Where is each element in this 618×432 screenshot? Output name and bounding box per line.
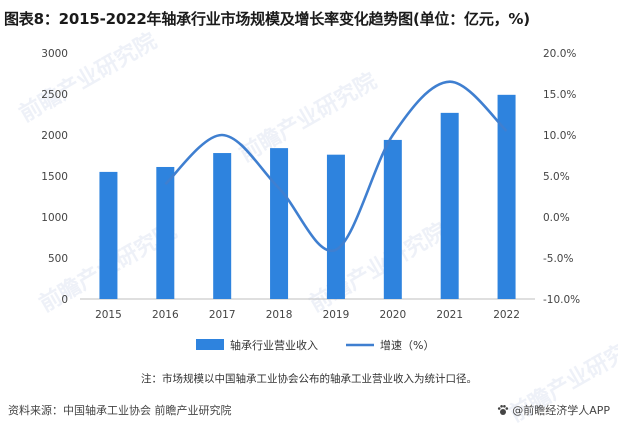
legend-bar-swatch: [196, 339, 224, 350]
y-left-tick-label: 0: [61, 294, 68, 306]
y-right-tick-label: -10.0%: [543, 294, 580, 306]
growth-line: [164, 80, 508, 253]
y-left-tick-label: 1500: [41, 171, 68, 183]
brand: @前瞻经济学人APP: [497, 402, 610, 418]
brand-text: @前瞻经济学人APP: [512, 404, 610, 417]
bar: [497, 94, 516, 299]
bar: [440, 112, 459, 299]
bar: [383, 139, 402, 299]
chart-svg: 0 500 1000 1500 2000 2500 3000 -10.0% -5.0% 0.0% 5…: [41, 48, 580, 352]
bar: [156, 166, 175, 299]
y-right-tick-label: 5.0%: [543, 171, 570, 183]
y-left-tick-label: 2000: [41, 130, 68, 142]
y-right-tick-label: 0.0%: [543, 212, 570, 224]
y-right-tick-label: 20.0%: [543, 48, 576, 60]
paw-icon: [498, 405, 509, 415]
bar: [326, 154, 345, 299]
source-text: 资料来源：中国轴承工业协会 前瞻产业研究院: [8, 404, 232, 417]
y-left-tick-label: 3000: [41, 48, 68, 60]
x-tick-label: 2017: [209, 309, 236, 321]
chart-title: 图表8：2015-2022年轴承行业市场规模及增长率变化趋势图(单位：亿元，%): [4, 10, 530, 28]
bar: [213, 153, 232, 299]
bar: [270, 148, 289, 299]
y-left-tick-label: 2500: [41, 89, 68, 101]
y-right-tick-label: -5.0%: [543, 253, 573, 265]
y-right-tick-label: 10.0%: [543, 130, 576, 142]
x-tick-label: 2021: [436, 309, 463, 321]
y-left-tick-label: 500: [48, 253, 68, 265]
legend-line-label: 增速（%）: [380, 338, 434, 352]
x-tick-label: 2019: [323, 309, 350, 321]
legend-bar-label: 轴承行业营业收入: [230, 338, 318, 352]
x-tick-label: 2016: [152, 309, 179, 321]
bar: [99, 171, 118, 299]
y-right-tick-label: 15.0%: [543, 89, 576, 101]
x-tick-label: 2018: [266, 309, 293, 321]
x-tick-label: 2022: [493, 309, 520, 321]
y-left-tick-label: 1000: [41, 212, 68, 224]
x-tick-label: 2020: [379, 309, 406, 321]
chart-note: 注：市场规模以中国轴承工业协会公布的轴承工业营业收入为统计口径。: [141, 373, 477, 385]
x-tick-label: 2015: [95, 309, 122, 321]
